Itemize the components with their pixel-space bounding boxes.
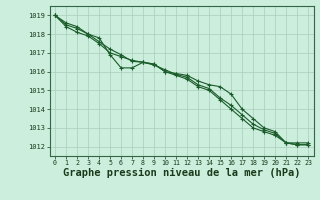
X-axis label: Graphe pression niveau de la mer (hPa): Graphe pression niveau de la mer (hPa) xyxy=(63,168,300,178)
